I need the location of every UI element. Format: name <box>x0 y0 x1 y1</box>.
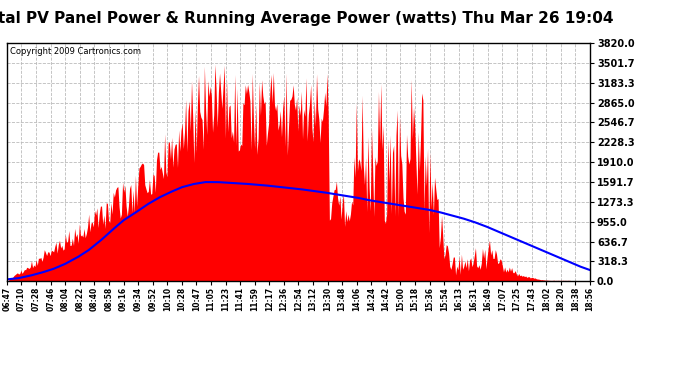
Text: Total PV Panel Power & Running Average Power (watts) Thu Mar 26 19:04: Total PV Panel Power & Running Average P… <box>0 11 614 26</box>
Text: Copyright 2009 Cartronics.com: Copyright 2009 Cartronics.com <box>10 47 141 56</box>
